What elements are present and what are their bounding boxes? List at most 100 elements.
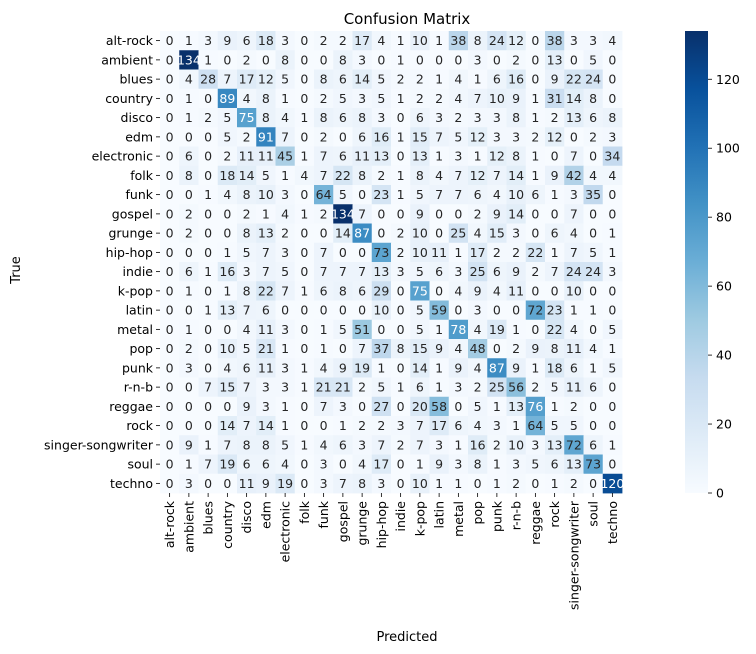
cell-value-label: 3 — [454, 149, 462, 164]
x-tick-label: latin — [432, 501, 447, 528]
heatmap-cell — [352, 339, 373, 359]
cell-value-label: 3 — [281, 380, 289, 395]
heatmap-cell — [160, 396, 180, 417]
cell-value-label: 2 — [531, 264, 539, 279]
heatmap-cell — [410, 165, 430, 186]
cell-value-label: 0 — [320, 52, 328, 67]
y-tick-label: grunge — [108, 226, 153, 241]
heatmap-cell — [468, 319, 488, 340]
heatmap-cell — [525, 146, 546, 167]
heatmap-cell — [294, 223, 315, 244]
heatmap-cell — [275, 146, 296, 167]
heatmap-cell — [448, 204, 469, 224]
heatmap-cell — [237, 300, 257, 321]
cell-value-label: 1 — [551, 245, 559, 260]
cell-value-label: 0 — [339, 341, 347, 356]
x-tick-label: singer-songwriter — [566, 500, 581, 610]
heatmap-cell — [602, 50, 623, 70]
cell-value-label: 9 — [531, 341, 539, 356]
cell-value-label: 3 — [454, 457, 462, 472]
cell-value-label: 42 — [566, 168, 582, 183]
heatmap-cell — [160, 262, 180, 282]
cell-value-label: 4 — [493, 187, 501, 202]
heatmap-cell — [256, 454, 276, 475]
heatmap-cell — [564, 50, 584, 70]
heatmap-cell — [237, 473, 257, 494]
cell-value-label: 0 — [166, 476, 174, 491]
heatmap-cell — [468, 69, 488, 90]
heatmap-cell — [314, 185, 334, 205]
cell-value-label: 7 — [339, 476, 347, 491]
heatmap-cell — [564, 281, 584, 301]
cell-value-label: 0 — [608, 303, 616, 318]
cell-value-label: 3 — [320, 457, 328, 472]
cell-value-label: 3 — [474, 303, 482, 318]
heatmap-cell — [371, 416, 392, 436]
heatmap-cell — [294, 146, 315, 167]
heatmap-cell — [468, 396, 488, 417]
cell-value-label: 1 — [300, 206, 308, 221]
heatmap-cell — [468, 88, 488, 109]
heatmap-cell — [371, 108, 392, 128]
cell-value-label: 4 — [243, 91, 251, 106]
heatmap-cell — [198, 435, 219, 455]
heatmap-cell — [160, 223, 180, 244]
heatmap-cell — [487, 319, 507, 340]
heatmap-cell — [583, 358, 604, 378]
cell-value-label: 3 — [320, 476, 328, 491]
heatmap-cell — [583, 223, 604, 244]
heatmap-cell — [160, 88, 180, 109]
cell-value-label: 6 — [551, 226, 559, 241]
heatmap-cell — [448, 416, 469, 436]
heatmap-cell — [448, 108, 469, 128]
heatmap-cell — [352, 435, 373, 455]
heatmap-cell — [410, 281, 430, 301]
heatmap-cell — [429, 69, 450, 90]
cell-value-label: 3 — [570, 33, 578, 48]
heatmap-cell — [160, 242, 180, 263]
heatmap-cell — [564, 204, 584, 224]
cell-value-label: 31 — [547, 91, 563, 106]
cell-value-label: 3 — [474, 110, 482, 125]
x-tick-label: metal — [451, 501, 466, 537]
cell-value-label: 0 — [608, 380, 616, 395]
cell-value-label: 73 — [373, 245, 389, 260]
heatmap-cell — [545, 88, 565, 109]
heatmap-cell — [564, 358, 584, 378]
cell-value-label: 0 — [570, 52, 578, 67]
heatmap-cell — [545, 204, 565, 224]
heatmap-cell — [525, 127, 546, 147]
heatmap-cell — [506, 127, 527, 147]
cell-value-label: 72 — [527, 303, 543, 318]
cell-value-label: 9 — [435, 341, 443, 356]
heatmap-cell — [506, 300, 527, 321]
heatmap-cell — [160, 473, 180, 494]
cell-value-label: 9 — [185, 437, 193, 452]
cell-value-label: 0 — [454, 52, 462, 67]
y-tick-label: gospel — [112, 206, 153, 221]
cell-value-label: 0 — [589, 476, 597, 491]
cell-value-label: 0 — [454, 303, 462, 318]
heatmap-cell — [545, 300, 565, 321]
heatmap-cell — [448, 454, 469, 475]
heatmap-cell — [275, 435, 296, 455]
heatmap-cell — [487, 473, 507, 494]
heatmap-cell — [583, 262, 604, 282]
heatmap-cell — [564, 416, 584, 436]
cell-value-label: 48 — [470, 341, 486, 356]
heatmap-cell — [506, 454, 527, 475]
cell-value-label: 4 — [358, 457, 366, 472]
cell-value-label: 0 — [397, 360, 405, 375]
cell-value-label: 3 — [358, 52, 366, 67]
heatmap-cell — [487, 396, 507, 417]
cell-value-label: 2 — [185, 226, 193, 241]
cell-value-label: 1 — [435, 476, 443, 491]
cell-value-label: 0 — [320, 303, 328, 318]
heatmap-cell — [583, 204, 604, 224]
heatmap-cell — [391, 108, 411, 128]
heatmap-cell — [391, 185, 411, 205]
cell-value-label: 0 — [166, 110, 174, 125]
cell-value-label: 0 — [531, 226, 539, 241]
y-tick-label: electronic — [92, 149, 154, 164]
cell-value-label: 8 — [358, 110, 366, 125]
